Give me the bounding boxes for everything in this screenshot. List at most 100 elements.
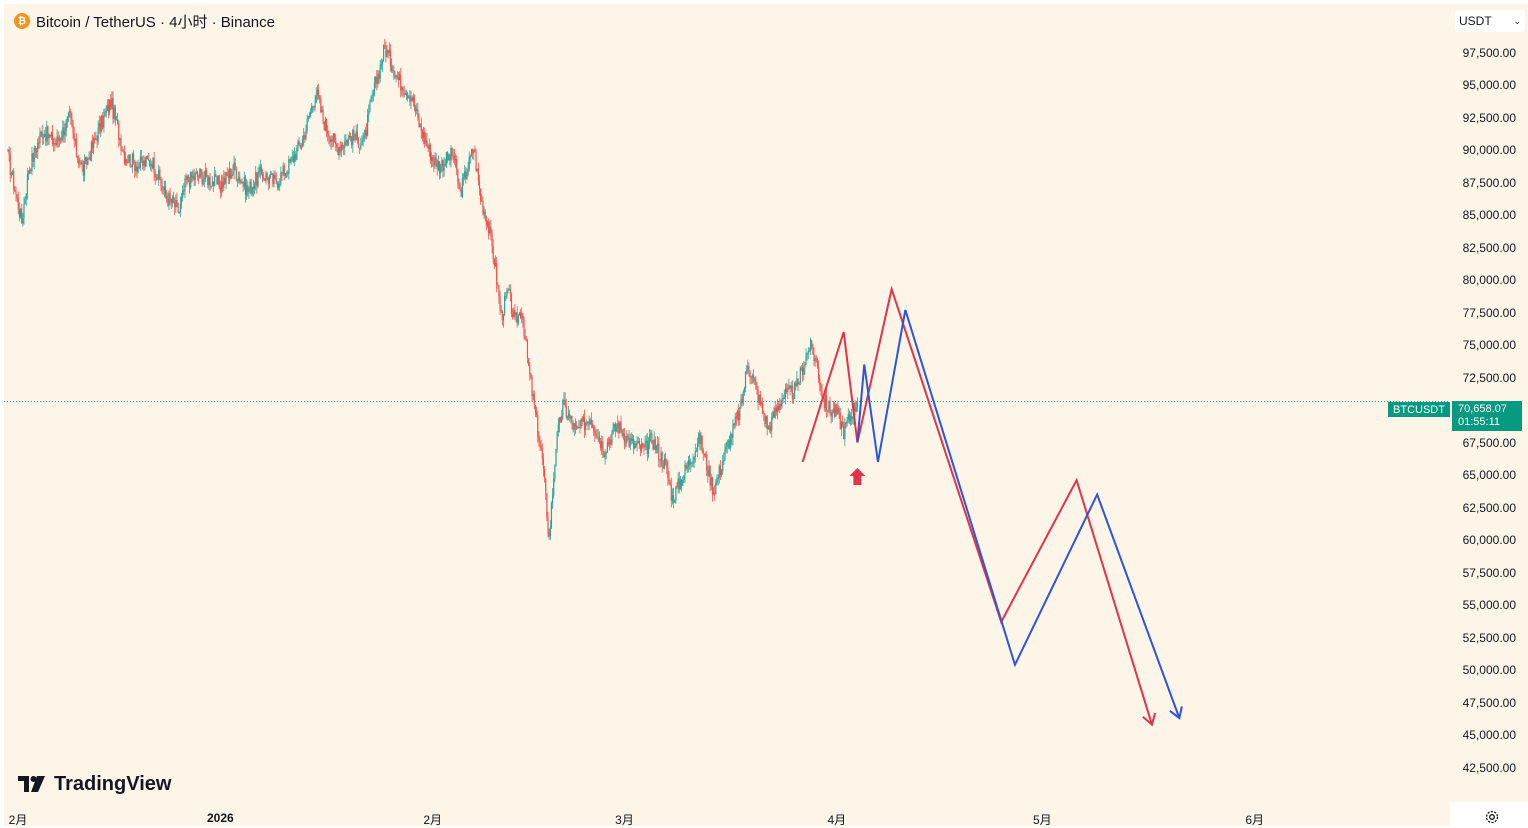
last-price: 70,658.07: [1458, 403, 1507, 415]
candle-body: [778, 406, 780, 410]
candle-body: [633, 438, 635, 449]
candle-body: [477, 168, 479, 181]
candle-body: [443, 164, 445, 171]
candle-body: [719, 465, 721, 475]
chart-area[interactable]: [4, 4, 1450, 826]
candle-body: [319, 97, 321, 100]
candle-body: [602, 441, 604, 453]
candle-body: [127, 162, 129, 164]
candle-body: [698, 433, 700, 443]
candle-body: [53, 143, 55, 145]
candle-body: [567, 413, 570, 418]
candle-body: [634, 443, 636, 449]
candle-body: [838, 408, 840, 413]
candle-body: [153, 157, 155, 175]
candle-body: [446, 152, 449, 161]
candle-body: [784, 388, 787, 398]
candle-body: [848, 414, 851, 422]
candle-body: [704, 454, 707, 456]
last-price-badge: 70,658.07 01:55:11: [1452, 401, 1522, 431]
candle-body: [275, 178, 277, 184]
candle-body: [760, 403, 763, 405]
candle-body: [272, 173, 274, 184]
currency-select[interactable]: USDT ⌄: [1455, 10, 1525, 32]
candle-body: [606, 442, 608, 453]
candle-body: [647, 442, 650, 455]
candle-body: [723, 459, 725, 462]
candle-body: [31, 153, 33, 171]
candle-body: [102, 115, 104, 128]
candle-body: [637, 441, 639, 444]
candle-body: [531, 377, 533, 396]
candle-body: [796, 378, 798, 387]
candle-body: [307, 116, 309, 119]
candle-body: [510, 294, 513, 314]
candle-body: [227, 175, 229, 178]
tradingview-logo[interactable]: TradingView: [18, 771, 171, 797]
candle-body: [837, 408, 839, 414]
candle-body: [10, 174, 13, 176]
candle-body: [523, 319, 525, 337]
candle-body: [313, 106, 315, 108]
candle-body: [118, 123, 120, 140]
candle-body: [388, 50, 390, 53]
candle-body: [243, 176, 245, 187]
price-tick-label: 92,500.00: [1462, 110, 1516, 125]
candle-body: [339, 147, 341, 152]
candle-body: [98, 123, 100, 128]
candle-body: [449, 154, 451, 161]
candle-body: [787, 387, 789, 392]
candle-body: [200, 169, 202, 173]
candle-body: [182, 189, 184, 198]
candle-body: [266, 173, 268, 179]
candle-body: [636, 443, 638, 446]
candle-body: [804, 364, 806, 368]
candle-body: [617, 422, 619, 428]
candle-body: [829, 401, 831, 412]
candle-body: [587, 422, 589, 424]
gear-icon[interactable]: [1484, 809, 1500, 825]
candle-body: [72, 125, 74, 134]
projection-red-arrowhead: [1142, 712, 1157, 727]
candle-body: [542, 458, 545, 469]
candle-body: [547, 517, 549, 532]
candle-body: [548, 531, 550, 537]
price-tick-label: 80,000.00: [1462, 273, 1516, 287]
candle-body: [22, 218, 24, 224]
candle-body: [483, 211, 485, 214]
candle-body: [799, 368, 801, 384]
candle-body: [337, 147, 339, 155]
candle-body: [525, 339, 527, 341]
candle-body: [739, 407, 741, 421]
candle-body: [137, 166, 139, 173]
candle-body: [142, 160, 144, 166]
candle-body: [432, 157, 434, 162]
candle-body: [722, 461, 724, 471]
candle-body: [759, 394, 761, 405]
candle-body: [522, 313, 524, 320]
candle-body: [332, 133, 334, 142]
candle-body: [832, 408, 835, 413]
candle-body: [563, 399, 565, 401]
candle-body: [54, 143, 56, 145]
candle-body: [577, 427, 579, 429]
candle-body: [418, 117, 420, 128]
candle-body: [735, 416, 737, 419]
candle-body: [392, 70, 394, 72]
candle-body: [489, 226, 491, 234]
price-tick-label: 85,000.00: [1462, 208, 1516, 222]
candle-body: [348, 135, 350, 139]
candle-body: [406, 93, 409, 99]
candle-body: [379, 64, 381, 79]
candle-body: [499, 296, 501, 310]
candle-body: [248, 188, 250, 192]
candle-body: [821, 389, 823, 399]
candle-body: [419, 123, 421, 128]
candle-body: [206, 170, 208, 177]
candle-body: [191, 171, 193, 179]
price-tick-label: 52,500.00: [1462, 630, 1516, 645]
candle-body: [259, 166, 261, 172]
candle-body: [806, 353, 808, 356]
candle-body: [792, 398, 795, 400]
price-tick-label: 55,000.00: [1462, 598, 1516, 612]
